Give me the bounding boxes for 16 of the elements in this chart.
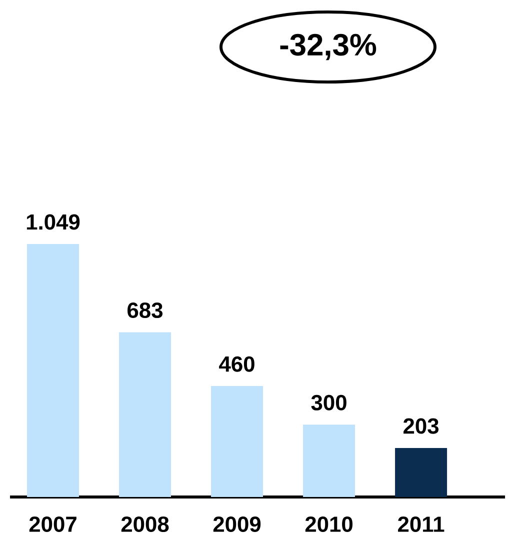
data-label: 300 xyxy=(311,394,346,410)
data-label: 460 xyxy=(219,356,254,372)
bar xyxy=(119,332,172,497)
x-tick-label: 2011 xyxy=(398,516,444,532)
x-tick-label: 2009 xyxy=(213,516,261,532)
text: -32,3% xyxy=(280,34,376,60)
x-tick-label: 2010 xyxy=(305,516,352,532)
bar xyxy=(211,386,264,497)
bar xyxy=(27,244,79,497)
x-tick-label: 2008 xyxy=(121,516,169,532)
x-tick-label: 2007 xyxy=(29,516,76,532)
data-label: 1.049 xyxy=(26,214,80,230)
data-label: 203 xyxy=(404,418,439,434)
bar xyxy=(395,448,448,497)
data-label: 683 xyxy=(128,302,162,318)
bar xyxy=(303,424,356,497)
